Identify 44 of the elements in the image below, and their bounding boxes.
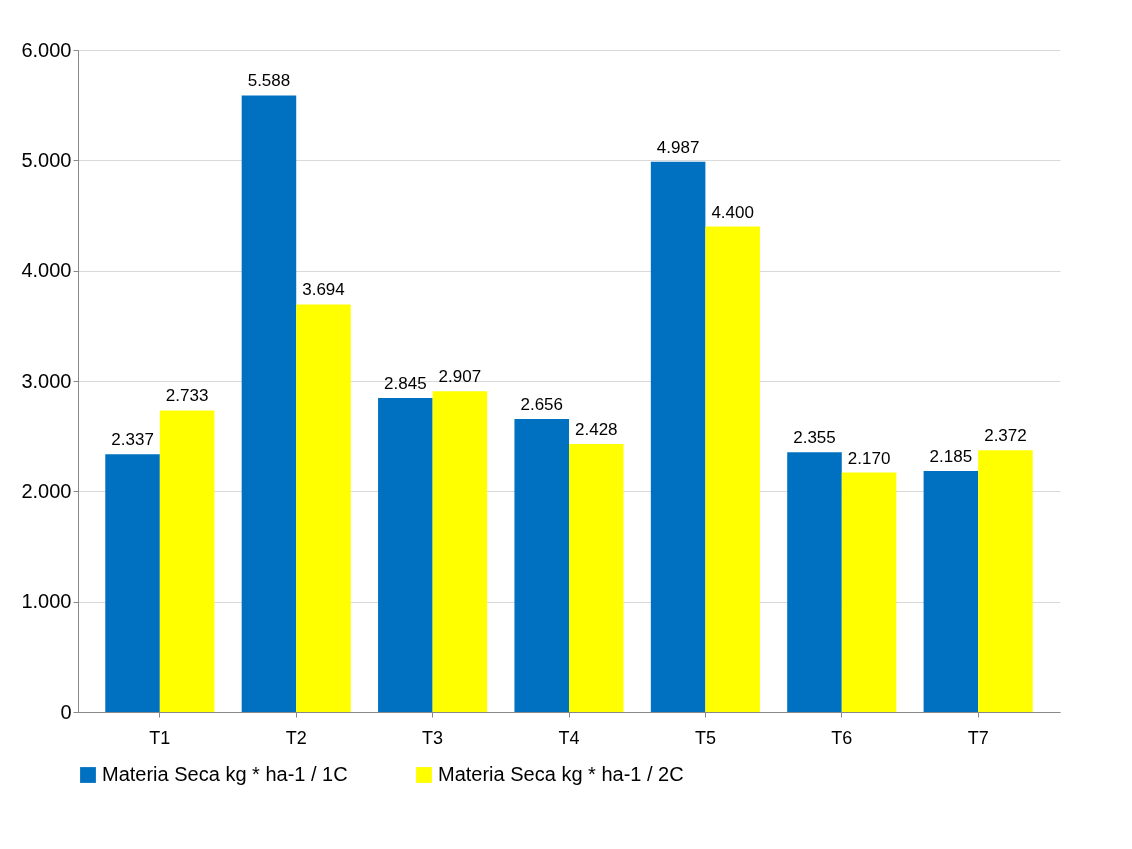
bar	[514, 418, 569, 712]
y-tick-label: 2.000	[21, 479, 72, 502]
bar	[432, 391, 488, 712]
data-label: 2.185	[929, 446, 973, 466]
y-tick-label: 5.000	[21, 148, 72, 171]
data-label: 2.656	[520, 394, 563, 414]
data-label: 3.694	[302, 280, 345, 300]
bar	[378, 398, 433, 712]
bar	[841, 472, 897, 712]
x-tick-label: T5	[694, 727, 716, 748]
x-tick-label: T7	[967, 727, 989, 748]
bar	[650, 161, 706, 712]
bar	[569, 444, 624, 712]
y-tick-label: 3.000	[21, 369, 72, 392]
y-tick-label: 0	[60, 700, 72, 723]
x-tick-label: T4	[558, 727, 580, 748]
legend-label: Materia Seca kg * ha-1 / 2C	[438, 763, 684, 785]
x-tick-label: T2	[285, 727, 307, 748]
y-tick-label: 1.000	[21, 590, 72, 613]
data-label: 2.355	[793, 428, 836, 448]
x-tick-label: T1	[149, 727, 171, 748]
bar	[787, 452, 842, 712]
bar	[705, 226, 760, 712]
data-label: 2.733	[165, 386, 209, 406]
bar	[978, 450, 1033, 712]
x-tick-label: T3	[422, 727, 444, 748]
y-tick-label: 4.000	[21, 259, 72, 282]
bar	[105, 454, 160, 712]
data-label: 2.170	[847, 448, 891, 468]
legend-label: Materia Seca kg * ha-1 / 1C	[102, 763, 348, 785]
data-label: 4.400	[711, 202, 754, 222]
x-tick-label: T6	[831, 727, 853, 748]
data-label: 5.588	[247, 71, 291, 91]
bar	[923, 470, 979, 712]
bar	[296, 304, 351, 712]
bar	[159, 410, 215, 712]
data-label: 2.337	[111, 430, 154, 450]
y-tick-label: 6.000	[21, 38, 72, 61]
data-label: 2.907	[438, 367, 482, 387]
data-label: 2.428	[575, 420, 618, 440]
bar	[241, 95, 297, 712]
data-label: 2.845	[384, 374, 427, 394]
data-label: 2.372	[984, 426, 1027, 446]
data-label: 4.987	[656, 137, 700, 157]
